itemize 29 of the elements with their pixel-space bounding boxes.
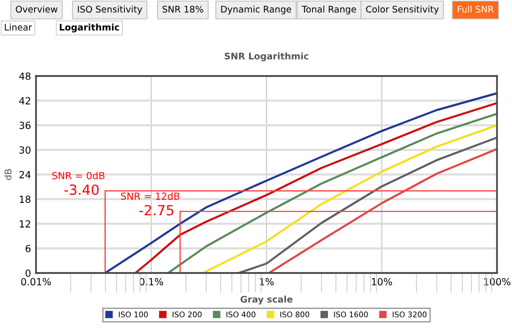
y-tick-label: 24 [19, 170, 31, 178]
y-axis-title: dB [4, 169, 12, 180]
annotation: SNR = 0dB [52, 172, 104, 180]
chart-title: SNR Logarithmic [224, 52, 308, 62]
x-tick-label: 10% [372, 278, 392, 286]
y-tick-label: 36 [20, 122, 31, 130]
text: Full SNR [458, 6, 494, 13]
y-tick-label: 0 [26, 269, 30, 277]
text: Overview [16, 6, 58, 13]
text: Color Sensitivity [366, 6, 439, 14]
y-tick-label: 30 [20, 146, 30, 154]
x-tick-label: 1% [260, 278, 274, 286]
y-tick-label: 12 [20, 220, 30, 228]
text: Dynamic Range [221, 6, 292, 14]
text: Logarithmic [60, 24, 120, 32]
x-tick-label: 100% [484, 278, 510, 286]
annotation: SNR = 12dB [121, 192, 180, 200]
text: Linear [4, 24, 32, 31]
annotation: -2.75 [139, 204, 174, 216]
x-axis-title: Gray scale [240, 296, 292, 304]
text: Tonal Range [302, 6, 356, 14]
x-tick-label: 0.01% [21, 278, 51, 286]
text: ISO Sensitivity [78, 6, 142, 14]
y-tick-label: 18 [20, 196, 30, 203]
y-tick-label: 42 [19, 97, 30, 104]
y-tick-label: 48 [19, 72, 30, 80]
annotation: -3.40 [64, 184, 99, 195]
text: SNR 18% [162, 6, 204, 13]
y-tick-label: 6 [26, 244, 31, 252]
